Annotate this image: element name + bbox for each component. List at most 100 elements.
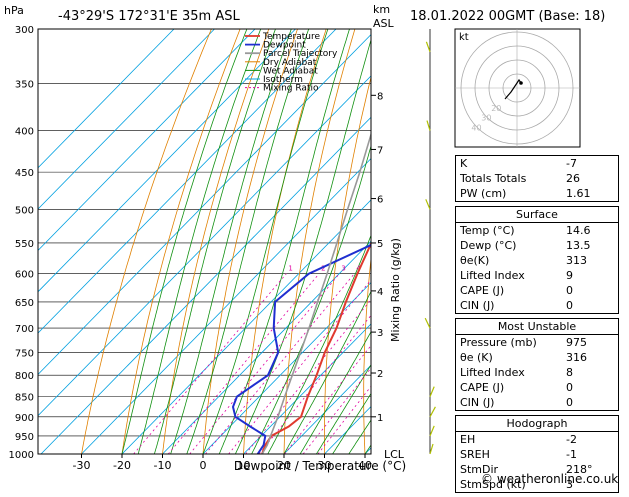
index-row: Totals Totals 26	[456, 171, 618, 186]
mixing-ratio-line	[246, 274, 393, 454]
most-unstable-value: 8	[566, 365, 614, 380]
hodograph-ring-label: 20	[491, 104, 501, 113]
legend-entry: Mixing Ratio	[263, 84, 319, 94]
x-tick-label: -30	[73, 459, 91, 472]
most-unstable-value: 0	[566, 395, 614, 410]
index-value: 1.61	[566, 186, 614, 201]
mixing-ratio-label: 15	[431, 265, 440, 273]
hodograph-table-title: Hodograph	[456, 416, 618, 432]
hodograph-table-label: StmDir	[460, 462, 498, 477]
wet-adiabat	[138, 29, 261, 454]
surface-label: θe(K)	[460, 253, 489, 268]
surface-value: 0	[566, 283, 614, 298]
hodograph-ring-label: 40	[471, 124, 481, 133]
surface-value: 9	[566, 268, 614, 283]
wind-barb	[425, 318, 430, 328]
km-tick-label: 2	[377, 369, 383, 380]
wind-barb	[427, 121, 430, 131]
index-label: K	[460, 156, 467, 171]
most-unstable-row: CIN (J)0	[456, 395, 618, 410]
index-value: 26	[566, 171, 614, 186]
wind-barb	[426, 42, 430, 52]
pressure-tick-label: 850	[15, 393, 34, 404]
surface-title: Surface	[456, 207, 618, 223]
mixing-ratio-line	[285, 274, 429, 454]
pressure-tick-label: 950	[15, 432, 34, 443]
mixing-ratio-label: 3	[341, 265, 345, 273]
mixing-ratio-label: 1	[288, 265, 292, 273]
index-row: K-7	[456, 156, 618, 171]
km-label: km	[373, 3, 390, 16]
pressure-tick-label: 500	[15, 205, 34, 216]
location-title: -43°29'S 172°31'E 35m ASL	[58, 9, 240, 24]
pressure-tick-label: 1000	[9, 450, 34, 461]
most-unstable-value: 975	[566, 335, 614, 350]
hodograph-table-row: StmDir 218°	[456, 462, 618, 477]
surface-row: Lifted Index 9	[456, 268, 618, 283]
dry-adiabat	[402, 29, 441, 454]
lcl-label: LCL	[384, 448, 405, 461]
mixing-ratio-label: 10	[407, 265, 416, 273]
plot-frame	[38, 29, 371, 454]
pressure-tick-label: 450	[15, 168, 34, 179]
surface-row: CAPE (J)0	[456, 283, 618, 298]
x-tick-label: -10	[154, 459, 172, 472]
km-tick-label: 3	[377, 328, 383, 339]
pressure-tick-label: 700	[15, 324, 34, 335]
surface-value: 13.5	[566, 238, 614, 253]
surface-label: Temp (°C)	[460, 223, 515, 238]
hodograph-table-value: 218°	[566, 462, 614, 477]
most-unstable-title: Most Unstable	[456, 319, 618, 335]
km-tick-label: 7	[377, 145, 383, 156]
hodograph-table-value: -2	[566, 432, 614, 447]
pressure-tick-label: 600	[15, 270, 34, 281]
index-label: Totals Totals	[460, 171, 526, 186]
most-unstable-label: θe (K)	[460, 350, 493, 365]
most-unstable-value: 316	[566, 350, 614, 365]
hodograph-storm-marker	[519, 81, 523, 85]
surface-label: Lifted Index	[460, 268, 525, 283]
datetime-title: 18.01.2022 00GMT (Base: 18)	[410, 9, 605, 24]
hodograph-table-row: SREH -1	[456, 447, 618, 462]
surface-row: CIN (J)0	[456, 298, 618, 313]
wind-barb	[430, 444, 433, 454]
pressure-tick-label: 550	[15, 239, 34, 250]
hodograph-table-label: SREH	[460, 447, 490, 462]
hodograph-table-row: StmSpd (kt)3	[456, 477, 618, 492]
asl-label: ASL	[373, 17, 395, 30]
x-tick-label: -20	[113, 459, 131, 472]
mixing-ratio-label: 6	[378, 265, 383, 273]
hodograph-box: Hodograph EH -2 SREH -1 StmDir 218°StmSpd (kt…	[455, 415, 619, 493]
mixing-ratio-axis-title: Mixing Ratio (g/kg)	[389, 238, 402, 342]
index-label: PW (cm)	[460, 186, 506, 201]
surface-row: Dewp (°C)13.5	[456, 238, 618, 253]
hodograph-unit: kt	[459, 32, 469, 43]
km-tick-label: 6	[377, 195, 383, 206]
surface-value: 0	[566, 298, 614, 313]
hodograph-table-value: -1	[566, 447, 614, 462]
pressure-tick-label: 300	[15, 25, 34, 36]
isotherm	[0, 29, 296, 454]
x-axis-title: Dewpoint / Temperature (°C)	[234, 459, 406, 473]
pressure-tick-label: 350	[15, 79, 34, 90]
dry-adiabat	[122, 29, 240, 454]
km-tick-label: 4	[377, 287, 383, 298]
pressure-tick-label: 400	[15, 127, 34, 138]
hpa-label: hPa	[4, 4, 24, 17]
pressure-tick-label: 750	[15, 348, 34, 359]
most-unstable-label: CAPE (J)	[460, 380, 504, 395]
hodograph-table-label: EH	[460, 432, 475, 447]
surface-value: 313	[566, 253, 614, 268]
pressure-tick-label: 800	[15, 371, 34, 382]
pressure-tick-label: 900	[15, 413, 34, 424]
pressure-tick-label: 650	[15, 298, 34, 309]
mixing-ratio-line	[259, 274, 405, 454]
wind-barb	[426, 199, 430, 209]
wind-barb	[430, 407, 435, 417]
